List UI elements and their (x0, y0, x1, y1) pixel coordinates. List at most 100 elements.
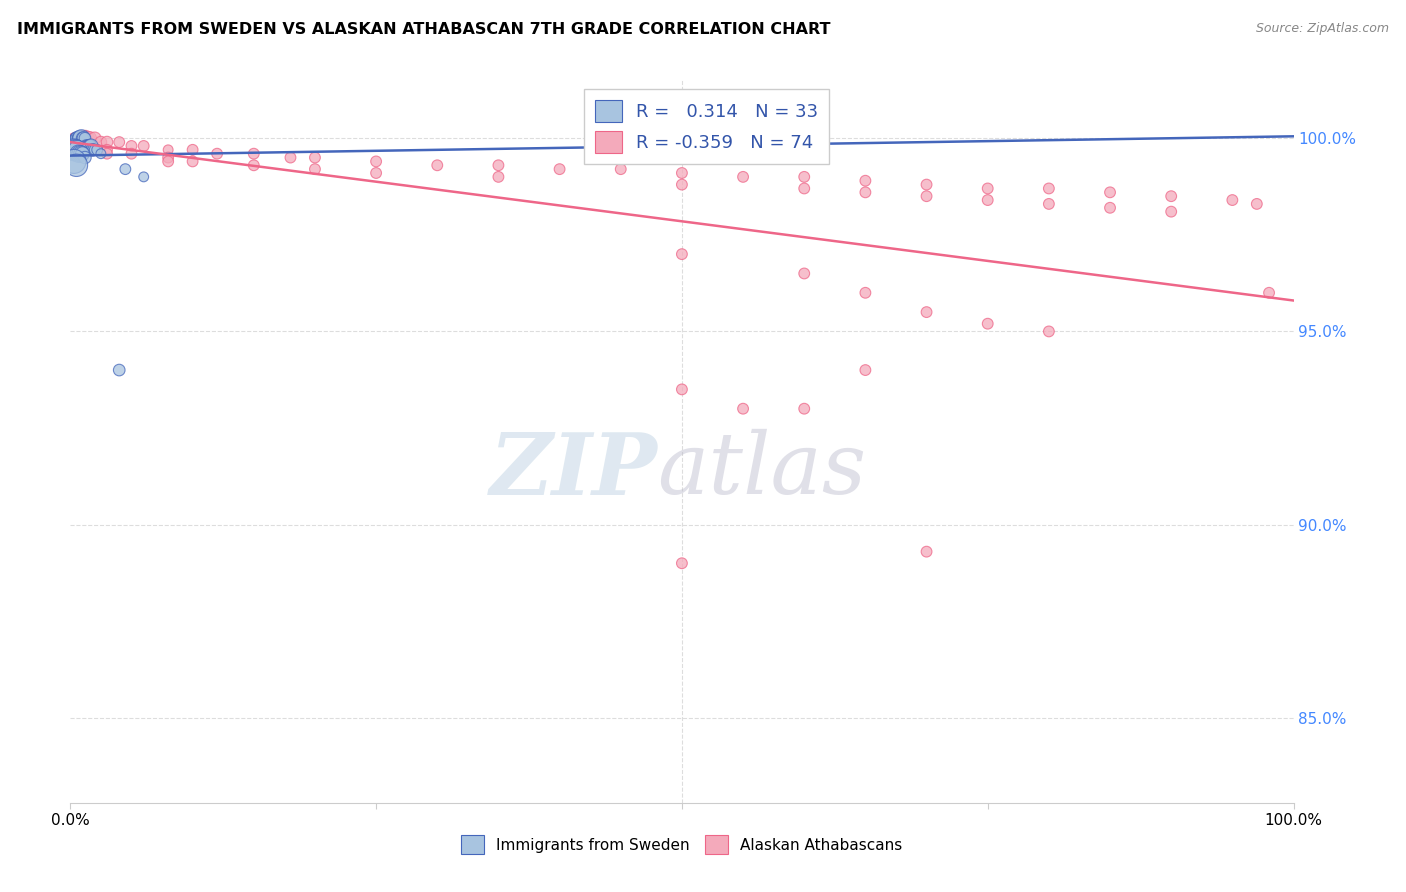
Point (1099, 201, 1122, 215)
Text: Source: ZipAtlas.com: Source: ZipAtlas.com (1256, 22, 1389, 36)
Point (114, 162, 136, 177)
Point (181, 154, 204, 169)
Point (132, 169, 155, 184)
Point (915, 189, 938, 203)
Point (671, 383, 693, 397)
Point (73, 151, 96, 165)
Point (69, 131, 91, 145)
Point (73, 131, 96, 145)
Point (73, 131, 96, 145)
Point (915, 305, 938, 319)
Point (76, 131, 98, 145)
Point (976, 181, 998, 195)
Point (1038, 325, 1060, 339)
Point (96, 135, 118, 149)
Point (83, 143, 105, 157)
Point (855, 174, 877, 188)
Point (70, 146, 93, 161)
Point (915, 178, 938, 192)
Point (90, 135, 112, 149)
Point (976, 193, 998, 207)
Point (65, 143, 87, 157)
Point (793, 169, 815, 184)
Point (75, 139, 97, 153)
Point (83, 143, 105, 157)
Point (671, 178, 693, 192)
Point (108, 135, 131, 149)
Text: atlas: atlas (658, 429, 866, 512)
Point (65, 131, 87, 145)
Point (77, 139, 100, 153)
Point (304, 162, 326, 177)
Point (181, 143, 204, 157)
Point (83, 131, 105, 145)
Point (96, 146, 118, 161)
Point (69, 131, 91, 145)
Point (67, 146, 90, 161)
Point (96, 143, 118, 157)
Point (280, 151, 302, 165)
Point (63, 131, 86, 145)
Point (976, 317, 998, 331)
Point (488, 158, 510, 172)
Point (157, 154, 180, 169)
Point (157, 143, 180, 157)
Point (73, 131, 96, 145)
Point (915, 544, 938, 558)
Point (671, 166, 693, 180)
Point (70, 131, 93, 145)
Point (66, 143, 89, 157)
Point (733, 169, 755, 184)
Point (132, 139, 155, 153)
Legend: Immigrants from Sweden, Alaskan Athabascans: Immigrants from Sweden, Alaskan Athabasc… (456, 830, 908, 860)
Point (793, 181, 815, 195)
Point (72, 146, 94, 161)
Point (1099, 186, 1122, 200)
Point (76, 139, 98, 153)
Point (86, 143, 108, 157)
Point (66, 131, 89, 145)
Point (67, 131, 90, 145)
Point (366, 166, 388, 180)
Text: IMMIGRANTS FROM SWEDEN VS ALASKAN ATHABASCAN 7TH GRADE CORRELATION CHART: IMMIGRANTS FROM SWEDEN VS ALASKAN ATHABA… (17, 22, 831, 37)
Point (63, 143, 86, 157)
Point (79, 139, 101, 153)
Point (72, 131, 94, 145)
Point (108, 363, 131, 377)
Point (548, 162, 571, 177)
Point (1220, 193, 1243, 207)
Point (733, 401, 755, 416)
Point (63, 131, 86, 145)
Point (121, 139, 143, 153)
Point (79, 131, 101, 145)
Point (1258, 285, 1281, 300)
Point (671, 556, 693, 570)
Point (243, 158, 266, 172)
Point (610, 162, 633, 177)
Point (793, 401, 815, 416)
Point (1038, 181, 1060, 195)
Point (65, 131, 87, 145)
Point (243, 146, 266, 161)
Point (1160, 204, 1182, 219)
Point (70, 131, 93, 145)
Point (366, 154, 388, 169)
Point (82, 143, 104, 157)
Point (65, 139, 87, 153)
Point (72, 139, 94, 153)
Point (63, 131, 86, 145)
Point (793, 267, 815, 281)
Point (69, 146, 91, 161)
Point (855, 363, 877, 377)
Point (121, 146, 143, 161)
Point (65, 158, 87, 172)
Text: ZIP: ZIP (489, 429, 658, 512)
Point (1160, 189, 1182, 203)
Point (63, 143, 86, 157)
Point (67, 131, 90, 145)
Point (855, 186, 877, 200)
Point (488, 169, 510, 184)
Point (66, 131, 89, 145)
Point (72, 131, 94, 145)
Point (671, 247, 693, 261)
